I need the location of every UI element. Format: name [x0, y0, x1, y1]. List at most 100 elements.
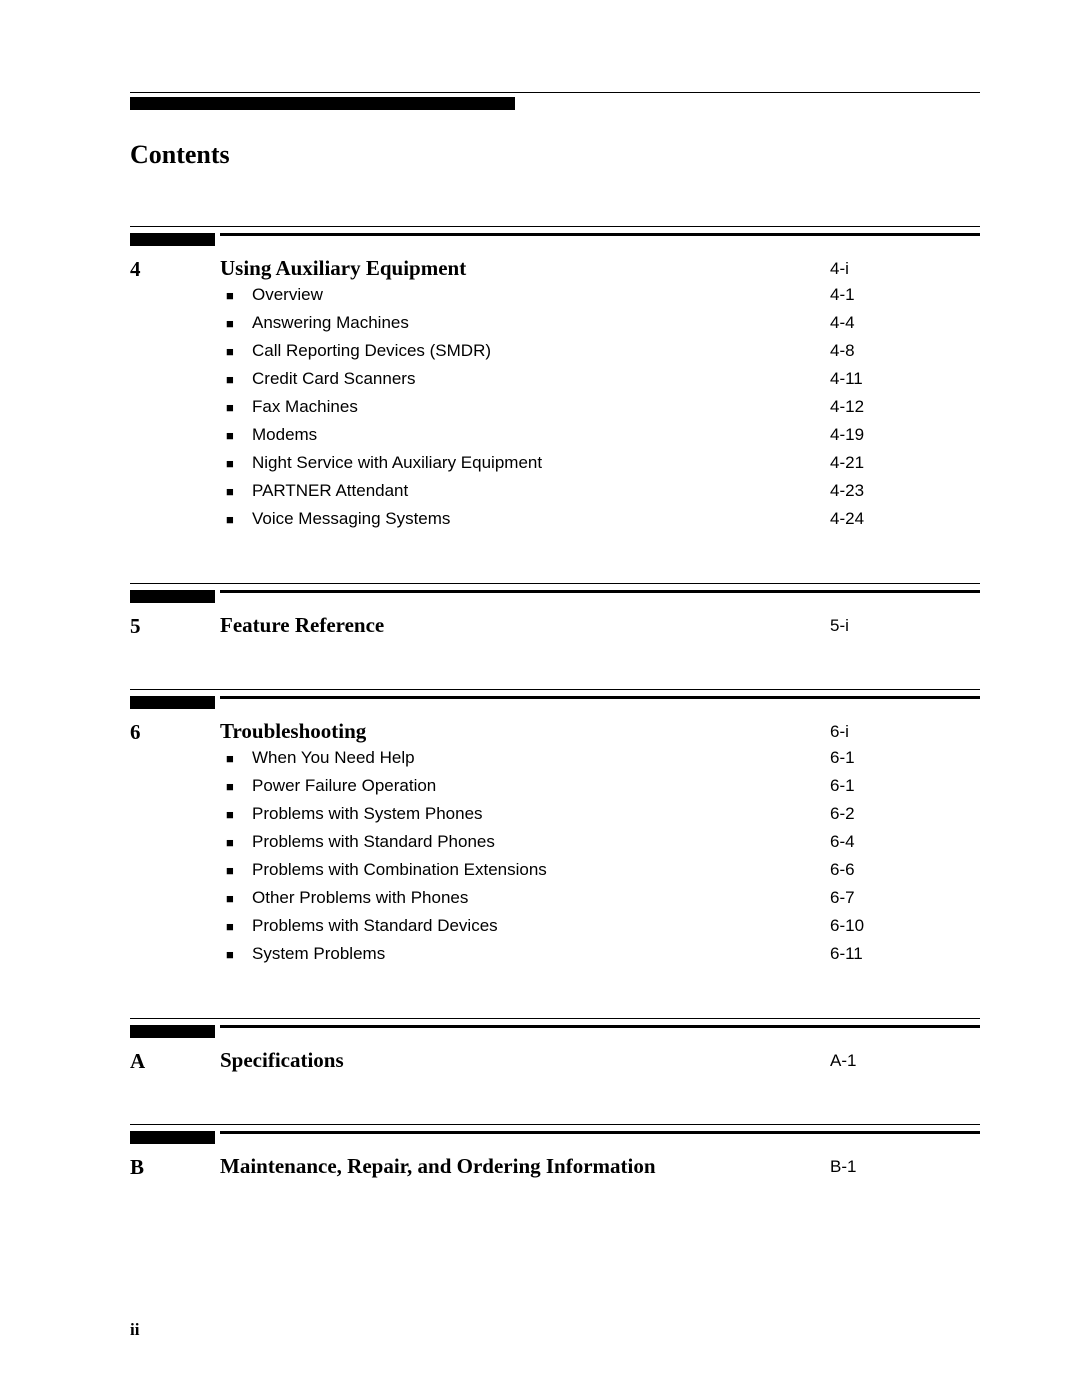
chapter-content: SpecificationsA-1	[220, 1047, 980, 1074]
chapter-content: Troubleshooting6-i■When You Need Help6-1…	[220, 718, 980, 968]
toc-entry: ■Problems with Standard Phones6-4	[220, 828, 980, 856]
toc-entry-label: Other Problems with Phones	[252, 884, 830, 911]
toc-entry-label: Problems with Standard Phones	[252, 828, 830, 855]
toc-entry: ■Problems with Combination Extensions6-6	[220, 856, 980, 884]
section-body: 5Feature Reference5-i	[130, 590, 980, 639]
toc-entry: ■Call Reporting Devices (SMDR)4-8	[220, 337, 980, 365]
chapter-title: Troubleshooting	[220, 718, 830, 744]
toc-entry-label: Voice Messaging Systems	[252, 505, 830, 532]
chapter-number: A	[130, 1047, 220, 1074]
toc-entry-page: 4-1	[830, 281, 980, 308]
section-heavy-bar	[130, 233, 215, 246]
toc-entry-label: When You Need Help	[252, 744, 830, 771]
square-bullet-icon: ■	[220, 857, 252, 884]
square-bullet-icon: ■	[220, 422, 252, 449]
page-number: ii	[130, 1320, 980, 1340]
title-bar	[130, 97, 515, 110]
toc-entry-page: 4-23	[830, 477, 980, 504]
titles-column: SpecificationsA-1	[220, 1047, 980, 1074]
chapter-number: B	[130, 1153, 220, 1180]
page-container: Contents 4Using Auxiliary Equipment4-i■O…	[0, 0, 1080, 1400]
chapter-title: Using Auxiliary Equipment	[220, 255, 830, 281]
square-bullet-icon: ■	[220, 773, 252, 800]
square-bullet-icon: ■	[220, 745, 252, 772]
toc-entry-page: 6-1	[830, 744, 980, 771]
toc-entry-page: 4-11	[830, 365, 980, 392]
section-heavy-bar	[130, 1131, 215, 1144]
toc-entry-label: Overview	[252, 281, 830, 308]
titles-column: Maintenance, Repair, and Ordering Inform…	[220, 1153, 980, 1180]
chapter-title: Feature Reference	[220, 612, 830, 638]
toc-entry-page: 6-10	[830, 912, 980, 939]
chapter-number: 6	[130, 718, 220, 968]
toc-entry-page: 4-19	[830, 421, 980, 448]
section-thin-bar	[220, 233, 980, 236]
toc-entry-page: 4-4	[830, 309, 980, 336]
toc-entry-label: System Problems	[252, 940, 830, 967]
section-body: ASpecificationsA-1	[130, 1025, 980, 1074]
chapter-content: Using Auxiliary Equipment4-i■Overview4-1…	[220, 255, 980, 533]
page-title: Contents	[130, 140, 980, 170]
chapter-title-row: SpecificationsA-1	[220, 1047, 980, 1073]
toc-entry-page: 4-12	[830, 393, 980, 420]
chapter-content: Maintenance, Repair, and Ordering Inform…	[220, 1153, 980, 1180]
toc-entry: ■When You Need Help6-1	[220, 744, 980, 772]
toc-entry: ■Overview4-1	[220, 281, 980, 309]
toc-section: 5Feature Reference5-i	[130, 583, 980, 639]
toc-entry: ■Voice Messaging Systems4-24	[220, 505, 980, 533]
section-thin-bar	[220, 696, 980, 699]
toc-section: ASpecificationsA-1	[130, 1018, 980, 1074]
toc-entry-page: 6-2	[830, 800, 980, 827]
toc-entry: ■Night Service with Auxiliary Equipment4…	[220, 449, 980, 477]
toc-entry-label: Fax Machines	[252, 393, 830, 420]
square-bullet-icon: ■	[220, 338, 252, 365]
section-body: 4Using Auxiliary Equipment4-i■Overview4-…	[130, 233, 980, 533]
toc-entry-label: PARTNER Attendant	[252, 477, 830, 504]
top-rule	[130, 92, 980, 93]
toc-entry-label: Problems with System Phones	[252, 800, 830, 827]
toc-entry-page: 6-7	[830, 884, 980, 911]
toc-entry-page: 4-8	[830, 337, 980, 364]
chapter-title-page: 6-i	[830, 722, 980, 744]
toc-entry-page: 4-21	[830, 449, 980, 476]
toc-entry-page: 6-1	[830, 772, 980, 799]
toc-entry: ■Answering Machines4-4	[220, 309, 980, 337]
toc-entry-page: 6-4	[830, 828, 980, 855]
toc-entry-label: Credit Card Scanners	[252, 365, 830, 392]
section-heavy-bar	[130, 1025, 215, 1038]
toc-entry-page: 4-24	[830, 505, 980, 532]
square-bullet-icon: ■	[220, 913, 252, 940]
titles-column: Troubleshooting6-i■When You Need Help6-1…	[220, 718, 980, 968]
chapter-title-row: Using Auxiliary Equipment4-i	[220, 255, 980, 281]
chapter-title: Specifications	[220, 1047, 830, 1073]
chapter-title-row: Maintenance, Repair, and Ordering Inform…	[220, 1153, 980, 1179]
toc-section: 4Using Auxiliary Equipment4-i■Overview4-…	[130, 226, 980, 533]
toc-section: 6Troubleshooting6-i■When You Need Help6-…	[130, 689, 980, 968]
square-bullet-icon: ■	[220, 282, 252, 309]
chapter-title: Maintenance, Repair, and Ordering Inform…	[220, 1153, 830, 1179]
square-bullet-icon: ■	[220, 829, 252, 856]
chapter-title-page: 5-i	[830, 616, 980, 638]
square-bullet-icon: ■	[220, 450, 252, 477]
section-heavy-bar	[130, 590, 215, 603]
chapter-content: Feature Reference5-i	[220, 612, 980, 639]
toc-entry: ■Problems with System Phones6-2	[220, 800, 980, 828]
toc-entry: ■System Problems6-11	[220, 940, 980, 968]
toc-entry-page: 6-11	[830, 940, 980, 967]
section-body: BMaintenance, Repair, and Ordering Infor…	[130, 1131, 980, 1180]
toc-section: BMaintenance, Repair, and Ordering Infor…	[130, 1124, 980, 1180]
titles-column: Using Auxiliary Equipment4-i■Overview4-1…	[220, 255, 980, 533]
square-bullet-icon: ■	[220, 478, 252, 505]
square-bullet-icon: ■	[220, 310, 252, 337]
toc-entry-label: Power Failure Operation	[252, 772, 830, 799]
section-thin-bar	[220, 590, 980, 593]
toc-entry-page: 6-6	[830, 856, 980, 883]
chapter-title-page: A-1	[830, 1051, 980, 1073]
toc-entry-label: Answering Machines	[252, 309, 830, 336]
chapter-number: 5	[130, 612, 220, 639]
toc-entry: ■Problems with Standard Devices6-10	[220, 912, 980, 940]
square-bullet-icon: ■	[220, 394, 252, 421]
section-thin-bar	[220, 1131, 980, 1134]
toc-entry-label: Call Reporting Devices (SMDR)	[252, 337, 830, 364]
toc-entry-label: Problems with Standard Devices	[252, 912, 830, 939]
